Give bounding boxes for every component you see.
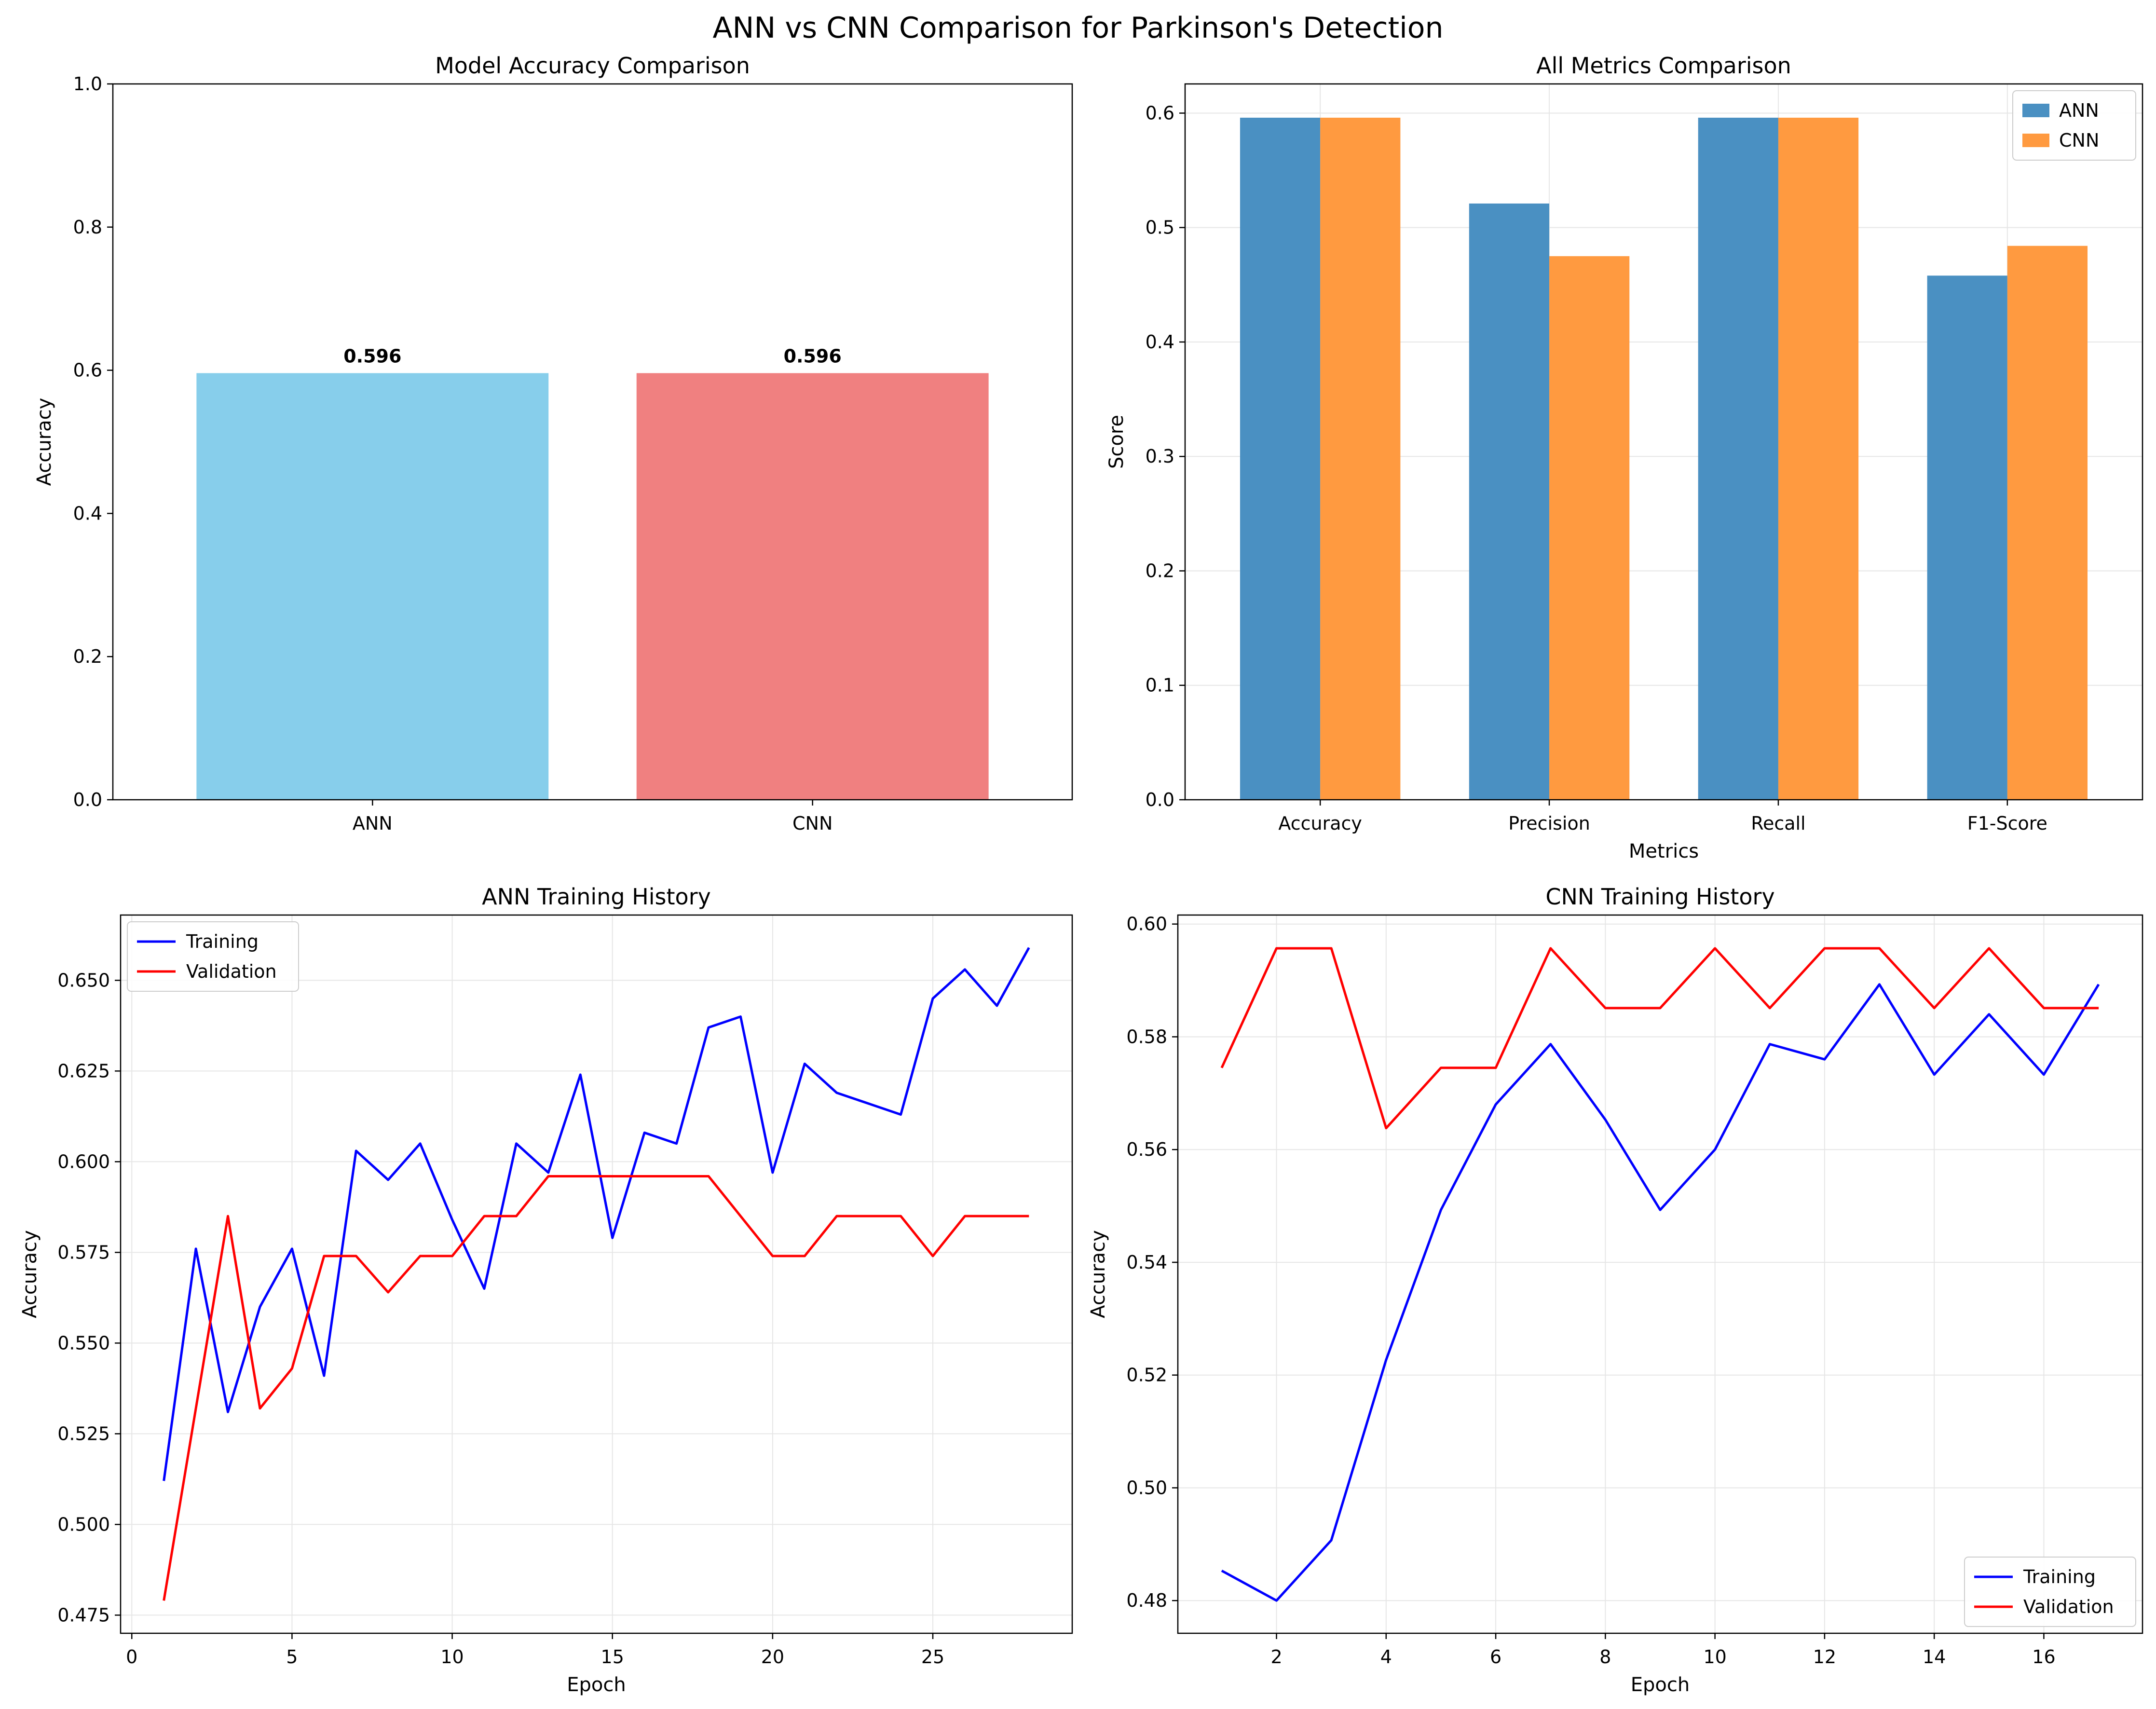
x-tick-label: 4 <box>1380 1646 1392 1668</box>
y-tick-label: 0.0 <box>73 789 102 810</box>
y-tick-label: 0.6 <box>73 360 102 381</box>
chart-3: 0.475 0.500 0.525 0.550 0.575 0.600 0.625 0.650… <box>19 884 1073 1696</box>
y-tick-label: 0.50 <box>1126 1477 1167 1498</box>
plot-frame <box>120 914 1073 1634</box>
legend-label: CNN <box>2059 130 2099 151</box>
legend-label: Validation <box>2023 1596 2114 1617</box>
chart-title: All Metrics Comparison <box>1536 53 1791 79</box>
x-axis-label: Epoch <box>1631 1674 1690 1696</box>
bar-ann-precision <box>1469 203 1550 800</box>
bar-cnn-precision <box>1549 256 1630 800</box>
bar-cnn <box>636 373 989 800</box>
plot-frame <box>1184 83 2143 801</box>
x-tick-label: 10 <box>1703 1646 1726 1668</box>
x-tick-label: 25 <box>921 1646 944 1668</box>
legend: Training Validation <box>127 921 299 992</box>
legend: ANN CNN <box>2012 90 2136 161</box>
bar-ann <box>196 373 549 800</box>
y-tick-label: 0.5 <box>1146 217 1174 238</box>
y-tick-label: 0.52 <box>1126 1365 1167 1386</box>
y-tick-label: 0.500 <box>57 1514 110 1535</box>
x-axis-label: Metrics <box>1629 840 1699 862</box>
x-tick-label: 8 <box>1599 1646 1611 1668</box>
y-tick-label: 0.54 <box>1126 1252 1167 1273</box>
y-tick-label: 0.6 <box>1146 102 1174 123</box>
bar-ann-recall <box>1698 117 1778 800</box>
x-tick-label: 16 <box>2032 1646 2055 1668</box>
bar-cnn-accuracy <box>1320 117 1401 800</box>
y-axis-label: Accuracy <box>1087 1230 1109 1318</box>
y-tick-label: 0.60 <box>1126 914 1167 935</box>
plot-frame <box>1177 914 2143 1634</box>
y-axis-label: Score <box>1105 415 1128 469</box>
x-tick-label: 0 <box>126 1646 137 1668</box>
chart-1: 0.596 0.596 0.0 0.2 0.4 0.6 0.8 1.0 ANN CNN Model … <box>33 53 1073 834</box>
chart-4: 0.48 0.50 0.52 0.54 0.56 0.58 0.60 2 4 6 8 10 12 14 16… <box>1087 884 2143 1696</box>
legend-swatch <box>2022 134 2049 147</box>
y-tick-label: 0.600 <box>57 1151 110 1172</box>
legend-label: Training <box>2023 1566 2096 1587</box>
chart-title: Model Accuracy Comparison <box>435 53 750 79</box>
y-tick-label: 0.550 <box>57 1332 110 1354</box>
x-tick-label: 6 <box>1490 1646 1501 1668</box>
x-tick-label: 2 <box>1270 1646 1282 1668</box>
plot-frame <box>112 83 1073 801</box>
figure-title: ANN vs CNN Comparison for Parkinson's De… <box>713 11 1444 45</box>
series-line-training <box>1221 983 2100 1602</box>
bar-ann-accuracy <box>1240 117 1321 800</box>
x-tick-label: Recall <box>1751 813 1805 834</box>
y-tick-label: 0.58 <box>1126 1026 1167 1047</box>
x-tick-label: 12 <box>1813 1646 1836 1668</box>
y-tick-label: 0.56 <box>1126 1139 1167 1160</box>
y-tick-label: 0.625 <box>57 1060 110 1081</box>
y-tick-label: 1.0 <box>73 73 102 95</box>
y-tick-label: 0.8 <box>73 217 102 238</box>
legend-box <box>1964 1557 2136 1627</box>
x-tick-label: 20 <box>761 1646 784 1668</box>
y-tick-label: 0.475 <box>57 1604 110 1626</box>
legend-label: Training <box>186 931 259 952</box>
chart-2: 0.0 0.1 0.2 0.3 0.4 0.5 0.6 Accuracy Precision Re… <box>1105 53 2143 862</box>
y-tick-label: 0.525 <box>57 1423 110 1444</box>
legend-label: ANN <box>2059 100 2099 121</box>
x-tick-label: ANN <box>353 813 393 834</box>
x-tick-label: 14 <box>1923 1646 1946 1668</box>
y-tick-label: 0.575 <box>57 1242 110 1263</box>
bar-data-label: 0.596 <box>784 346 842 367</box>
y-tick-label: 0.650 <box>57 970 110 991</box>
series-line-validation <box>1220 947 2099 1130</box>
x-tick-label: 10 <box>440 1646 464 1668</box>
bar-data-label: 0.596 <box>343 346 401 367</box>
chart-title: ANN Training History <box>482 884 711 910</box>
legend-swatch <box>2022 104 2049 117</box>
y-tick-label: 0.2 <box>1146 560 1174 581</box>
x-tick-label: Precision <box>1508 813 1590 834</box>
y-tick-label: 0.3 <box>1146 446 1174 467</box>
x-tick-label: 15 <box>601 1646 624 1668</box>
bar-ann-f1-score <box>1927 275 2007 800</box>
y-tick-label: 0.4 <box>1146 331 1174 353</box>
legend-label: Validation <box>186 961 277 982</box>
chart-title: CNN Training History <box>1545 884 1774 910</box>
x-tick-label: 5 <box>286 1646 298 1668</box>
x-tick-label: Accuracy <box>1278 813 1362 834</box>
bar-cnn-f1-score <box>2007 246 2088 800</box>
y-tick-label: 0.0 <box>1146 789 1174 810</box>
y-tick-label: 0.4 <box>73 503 102 524</box>
x-axis-label: Epoch <box>567 1674 626 1696</box>
y-tick-label: 0.1 <box>1146 675 1174 696</box>
legend-box <box>127 921 299 992</box>
bar-cnn-recall <box>1778 117 1859 800</box>
series-line-validation <box>163 1175 1029 1601</box>
y-axis-label: Accuracy <box>19 1230 41 1318</box>
y-tick-label: 0.48 <box>1126 1590 1167 1611</box>
x-tick-label: CNN <box>792 813 832 834</box>
x-tick-label: F1-Score <box>1967 813 2047 834</box>
chart-area: 0.596 0.596 0.0 0.2 0.4 0.6 0.8 1.0 ANN CNN Model … <box>19 53 2143 1696</box>
legend: Training Validation <box>1964 1557 2136 1627</box>
y-tick-label: 0.2 <box>73 646 102 667</box>
y-axis-label: Accuracy <box>33 398 55 486</box>
